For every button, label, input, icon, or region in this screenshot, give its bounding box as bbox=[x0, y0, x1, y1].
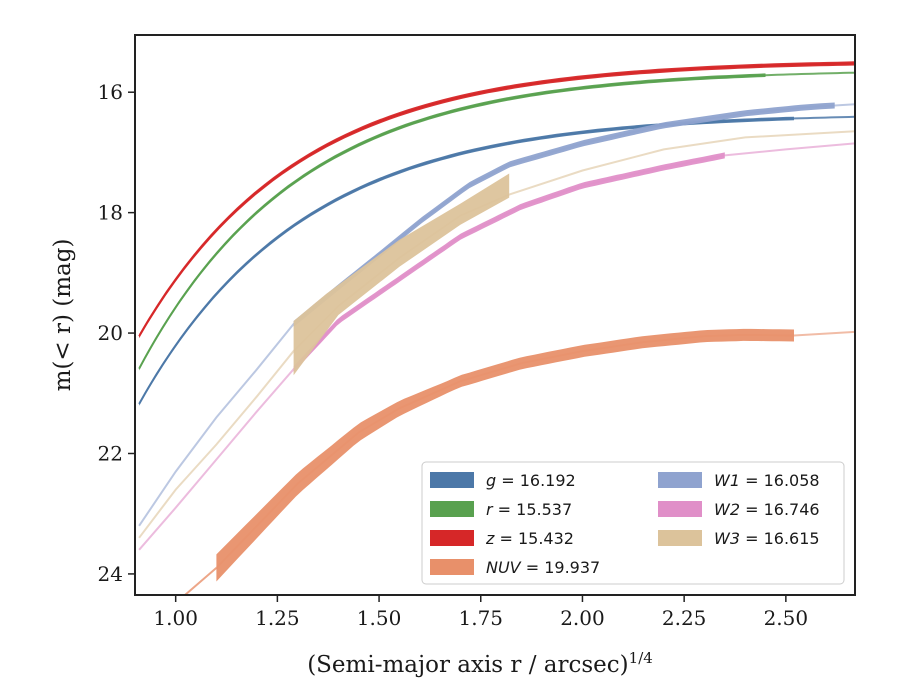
y-axis-title: m(< r) (mag) bbox=[50, 239, 76, 392]
legend-swatch-w2 bbox=[658, 501, 702, 517]
legend: g = 16.192 r = 15.537 z = 15.432 NUV = 19.9… bbox=[421, 461, 845, 585]
x-tick-label: 1.00 bbox=[153, 606, 198, 630]
legend-label-z: z = 15.432 bbox=[485, 529, 574, 548]
legend-box bbox=[421, 461, 845, 585]
legend-swatch-g bbox=[430, 472, 474, 488]
x-tick-label: 1.50 bbox=[357, 606, 402, 630]
legend-label-nuv: NUV = 19.937 bbox=[486, 558, 600, 577]
series-band-w1 bbox=[293, 102, 835, 327]
series-band-nuv bbox=[216, 328, 794, 582]
x-tick-label: 1.25 bbox=[255, 606, 300, 630]
x-tick-label: 2.25 bbox=[662, 606, 707, 630]
y-ticks: 16 18 20 22 24 bbox=[98, 80, 135, 586]
legend-label-r: r = 15.537 bbox=[486, 500, 572, 519]
x-tick-label: 1.75 bbox=[458, 606, 503, 630]
series-band-w3 bbox=[293, 173, 510, 376]
legend-swatch-w1 bbox=[658, 472, 702, 488]
x-axis-title: (Semi-major axis r / arcsec)1/4 bbox=[307, 649, 653, 678]
x-tick-label: 2.50 bbox=[764, 606, 809, 630]
series-line-g bbox=[138, 115, 855, 405]
legend-label-w1: W1 = 16.058 bbox=[714, 471, 820, 490]
y-tick-label: 16 bbox=[98, 80, 123, 104]
y-tick-label: 20 bbox=[98, 321, 123, 345]
y-tick-label: 18 bbox=[98, 201, 123, 225]
y-tick-label: 24 bbox=[98, 562, 123, 586]
x-ticks: 1.00 1.25 1.50 1.75 2.00 2.25 2.50 bbox=[153, 595, 808, 630]
x-tick-label: 2.00 bbox=[560, 606, 605, 630]
legend-swatch-nuv bbox=[430, 559, 474, 575]
series-line-start-nuv bbox=[183, 567, 218, 595]
legend-label-w2: W2 = 16.746 bbox=[714, 500, 820, 519]
series-layer bbox=[138, 61, 855, 595]
legend-swatch-r bbox=[430, 501, 474, 517]
legend-swatch-w3 bbox=[658, 530, 702, 546]
legend-entries: g = 16.192 r = 15.537 z = 15.432 NUV = 19.9… bbox=[430, 471, 820, 577]
legend-label-g: g = 16.192 bbox=[486, 471, 576, 490]
plot-frame bbox=[134, 34, 856, 596]
legend-swatch-z bbox=[430, 530, 474, 546]
legend-label-w3: W3 = 16.615 bbox=[714, 529, 820, 548]
y-tick-label: 22 bbox=[98, 441, 123, 465]
